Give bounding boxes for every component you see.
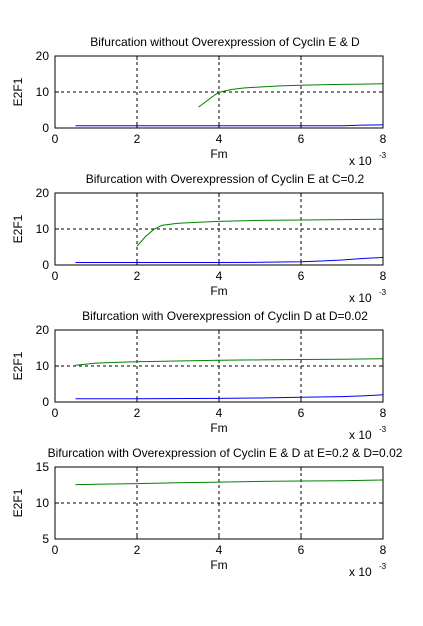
- x-tick-label: 4: [216, 406, 223, 420]
- x-axis-label: Fm: [210, 558, 227, 572]
- x-tick-label: 2: [134, 269, 141, 283]
- chart-3: 0 2 4 6 8 0 10 20 Bifurcation with Overexpressio…: [11, 309, 387, 442]
- series-line-1: [75, 479, 384, 486]
- x-multiplier: x 10: [349, 428, 372, 442]
- y-axis-label: E2F1: [11, 214, 25, 243]
- y-tick-label: 10: [36, 85, 50, 99]
- x-tick-label: 6: [298, 406, 305, 420]
- y-tick-label: 20: [36, 323, 50, 337]
- x-tick-label: 0: [52, 406, 59, 420]
- y-tick-label: 5: [42, 532, 49, 546]
- x-tick-label: 0: [52, 132, 59, 146]
- series-line-1: [136, 218, 384, 247]
- x-tick-label: 2: [134, 543, 141, 557]
- x-tick-label: 6: [298, 269, 305, 283]
- x-tick-label: 6: [298, 132, 305, 146]
- x-tick-label: 8: [380, 406, 387, 420]
- series-line-1: [198, 83, 384, 108]
- y-axis-label: E2F1: [11, 77, 25, 106]
- x-tick-label: 4: [216, 132, 223, 146]
- x-tick-label: 0: [52, 269, 59, 283]
- chart-1: 0 2 4 6 8 0 10 20 Bifurcation without Overexpres…: [11, 35, 387, 168]
- y-tick-label: 10: [36, 222, 50, 236]
- y-tick-label: 20: [36, 186, 50, 200]
- x-tick-label: 2: [134, 406, 141, 420]
- series-line-1: [75, 358, 384, 366]
- y-tick-label: 0: [42, 121, 49, 135]
- x-tick-label: 4: [216, 269, 223, 283]
- y-axis-label: E2F1: [11, 351, 25, 380]
- x-multiplier: x 10: [349, 291, 372, 305]
- x-multiplier-exponent: -3: [379, 425, 387, 434]
- x-tick-label: 8: [380, 132, 387, 146]
- chart-title: Bifurcation without Overexpression of Cy…: [90, 35, 360, 49]
- x-tick-label: 6: [298, 543, 305, 557]
- x-tick-label: 2: [134, 132, 141, 146]
- y-tick-label: 15: [36, 460, 50, 474]
- y-tick-label: 20: [36, 49, 50, 63]
- x-multiplier-exponent: -3: [379, 288, 387, 297]
- series-line-2: [75, 394, 384, 400]
- x-axis-label: Fm: [210, 284, 227, 298]
- x-multiplier-exponent: -3: [379, 562, 387, 571]
- y-tick-label: 0: [42, 258, 49, 272]
- x-axis-label: Fm: [210, 421, 227, 435]
- x-axis-label: Fm: [210, 147, 227, 161]
- x-tick-label: 4: [216, 543, 223, 557]
- x-tick-label: 0: [52, 543, 59, 557]
- chart-title: Bifurcation with Overexpression of Cycli…: [86, 172, 365, 186]
- y-tick-label: 10: [36, 496, 50, 510]
- x-multiplier: x 10: [349, 565, 372, 579]
- chart-title: Bifurcation with Overexpression of Cycli…: [82, 309, 368, 323]
- x-multiplier: x 10: [349, 154, 372, 168]
- y-tick-label: 10: [36, 359, 50, 373]
- y-axis-label: E2F1: [11, 488, 25, 517]
- chart-2: 0 2 4 6 8 0 10 20 Bifurcation with Overexpressio…: [11, 172, 387, 305]
- y-tick-label: 0: [42, 395, 49, 409]
- x-tick-label: 8: [380, 543, 387, 557]
- x-multiplier-exponent: -3: [379, 151, 387, 160]
- x-tick-label: 8: [380, 269, 387, 283]
- chart-title: Bifurcation with Overexpression of Cycli…: [48, 446, 403, 460]
